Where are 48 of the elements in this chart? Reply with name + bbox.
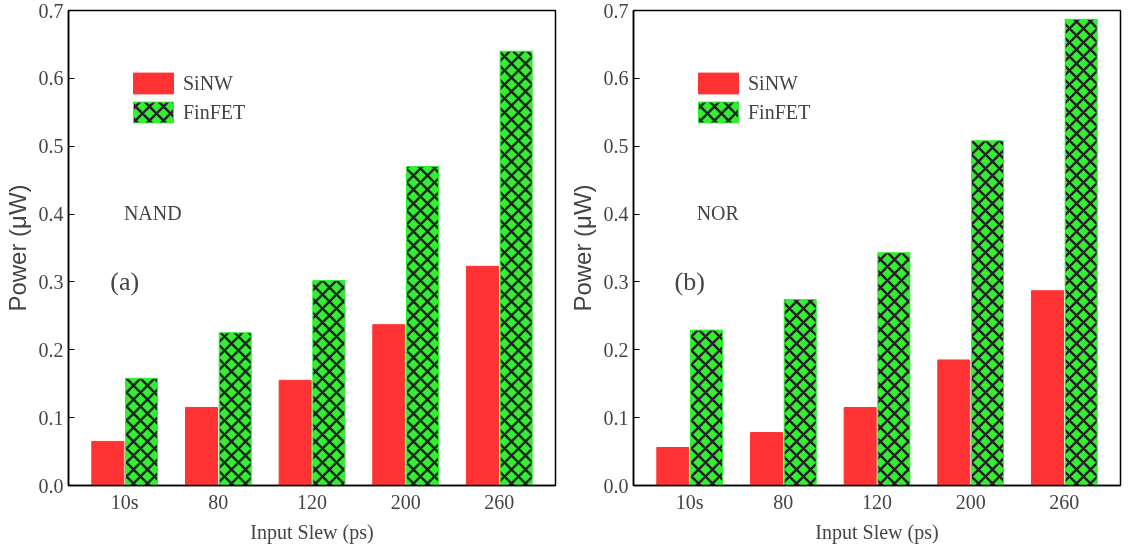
bar <box>656 447 690 486</box>
y-tick-label: 0.3 <box>603 270 629 293</box>
x-tick-label: 200 <box>955 490 986 513</box>
y-tick-label: 0.6 <box>38 67 64 90</box>
legend-label: SiNW <box>748 71 798 95</box>
annotation: NOR <box>696 202 740 225</box>
x-axis-title: Input Slew (ps) <box>250 520 374 544</box>
y-tick-label: 0.4 <box>603 203 629 226</box>
bar <box>184 406 218 486</box>
legend-label: FinFET <box>183 100 246 124</box>
x-tick-label: 120 <box>297 490 327 513</box>
bar <box>91 440 125 486</box>
bar <box>1030 290 1064 486</box>
annotation: (b) <box>674 266 705 296</box>
y-tick-label: 0.5 <box>603 135 629 158</box>
x-tick-label: 260 <box>1049 490 1080 513</box>
y-axis-title: Power (μW) <box>568 184 596 312</box>
y-tick-label: 0.0 <box>603 474 629 497</box>
y-tick-label: 0.7 <box>38 0 64 22</box>
bar <box>937 359 971 486</box>
y-tick-label: 0.2 <box>38 338 64 361</box>
y-tick-label: 0.4 <box>38 203 64 226</box>
x-tick-label: 200 <box>390 490 421 513</box>
bar <box>465 265 499 486</box>
x-tick-label: 10s <box>675 490 704 513</box>
annotation: NAND <box>123 202 182 225</box>
legend-label: SiNW <box>183 71 233 95</box>
y-tick-label: 0.6 <box>603 67 629 90</box>
y-axis-title: Power (μW) <box>3 184 31 312</box>
x-axis-title: Input Slew (ps) <box>815 520 939 544</box>
annotation: (a) <box>110 266 140 296</box>
bar <box>749 432 783 486</box>
x-tick-label: 80 <box>773 490 794 513</box>
y-tick-label: 0.2 <box>603 338 629 361</box>
x-tick-label: 80 <box>208 490 229 513</box>
y-tick-label: 0.5 <box>38 135 64 158</box>
y-tick-label: 0.7 <box>603 0 629 22</box>
y-tick-label: 0.0 <box>38 474 64 497</box>
legend-label: FinFET <box>748 100 811 124</box>
bar <box>278 379 312 486</box>
x-tick-label: 260 <box>484 490 515 513</box>
bar <box>372 324 406 486</box>
x-tick-label: 10s <box>110 490 139 513</box>
y-tick-label: 0.1 <box>603 406 629 429</box>
y-tick-label: 0.3 <box>38 270 64 293</box>
y-tick-label: 0.1 <box>38 406 64 429</box>
bar <box>843 406 877 486</box>
x-tick-label: 120 <box>862 490 892 513</box>
